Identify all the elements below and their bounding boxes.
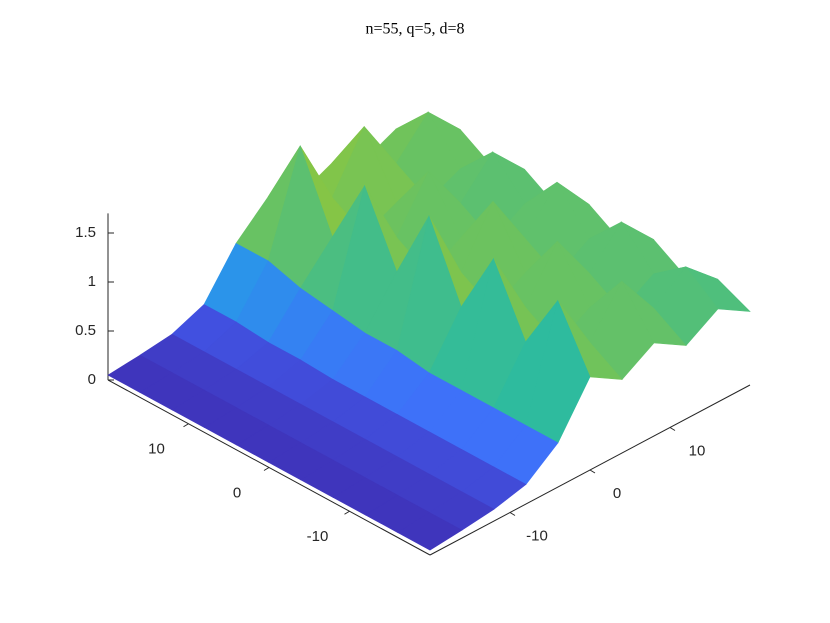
x-tick: [509, 512, 516, 516]
y-tick-label: -10: [307, 528, 329, 545]
z-tick-label: 0.5: [75, 322, 96, 339]
x-tick: [589, 469, 596, 474]
x-tick-label: -10: [526, 527, 548, 544]
y-tick: [344, 510, 350, 515]
y-tick-label: 0: [233, 484, 241, 501]
x-tick-label: 10: [689, 442, 706, 459]
y-tick-label: 10: [148, 441, 165, 458]
y-tick: [263, 467, 270, 471]
x-tick: [669, 427, 676, 431]
y-tick: [183, 423, 189, 428]
z-tick-label: 0: [88, 371, 96, 388]
z-tick-label: 1.5: [75, 224, 96, 241]
surface-patch: [397, 512, 463, 551]
z-tick-label: 1: [88, 273, 96, 290]
x-tick-label: 0: [613, 485, 621, 502]
chart-title: n=55, q=5, d=8: [365, 21, 464, 38]
